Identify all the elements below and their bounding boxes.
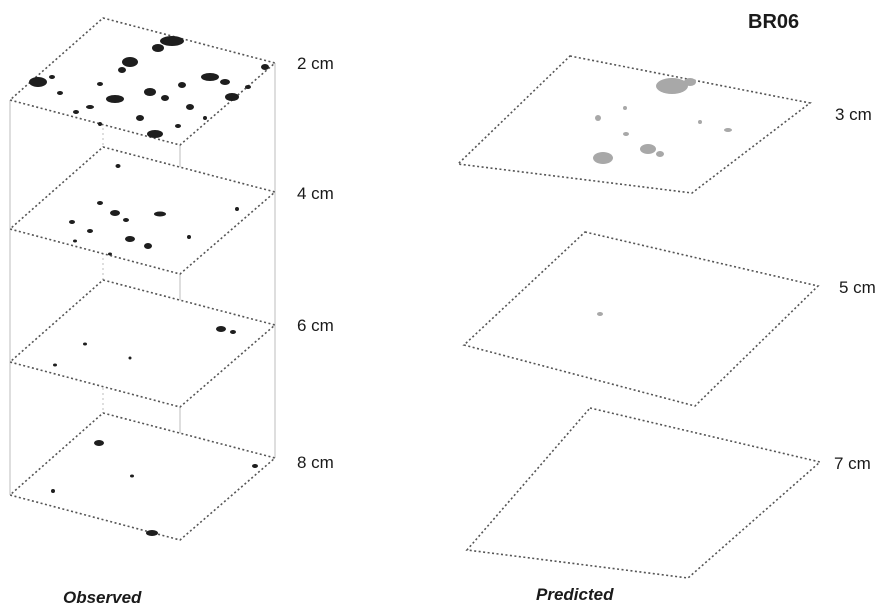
predicted-label-5cm: 5 cm bbox=[839, 278, 876, 297]
predicted-layer-5cm bbox=[462, 231, 820, 407]
predicted-layer-3cm bbox=[456, 55, 812, 194]
observed-label-8cm: 8 cm bbox=[297, 453, 334, 472]
predicted-stack bbox=[456, 55, 822, 579]
observed-caption: Observed bbox=[63, 588, 142, 607]
predicted-3cm-patches bbox=[593, 78, 732, 164]
predicted-layer-7cm bbox=[465, 407, 822, 579]
predicted-5cm-patches bbox=[597, 312, 603, 316]
observed-layer-6cm bbox=[8, 279, 277, 408]
figure-title: BR06 bbox=[748, 11, 799, 33]
predicted-label-7cm: 7 cm bbox=[834, 454, 871, 473]
predicted-label-3cm: 3 cm bbox=[835, 105, 872, 124]
predicted-caption: Predicted bbox=[536, 585, 614, 604]
observed-stack bbox=[8, 17, 277, 541]
observed-2cm-patches bbox=[29, 36, 269, 138]
observed-label-2cm: 2 cm bbox=[297, 54, 334, 73]
observed-label-4cm: 4 cm bbox=[297, 184, 334, 203]
observed-6cm-patches bbox=[53, 326, 236, 367]
observed-layer-8cm bbox=[8, 412, 277, 541]
observed-layer-2cm bbox=[8, 17, 277, 146]
observed-8cm-patches bbox=[51, 440, 258, 536]
observed-4cm-patches bbox=[69, 164, 239, 256]
observed-label-6cm: 6 cm bbox=[297, 316, 334, 335]
observed-layer-4cm bbox=[8, 146, 277, 275]
